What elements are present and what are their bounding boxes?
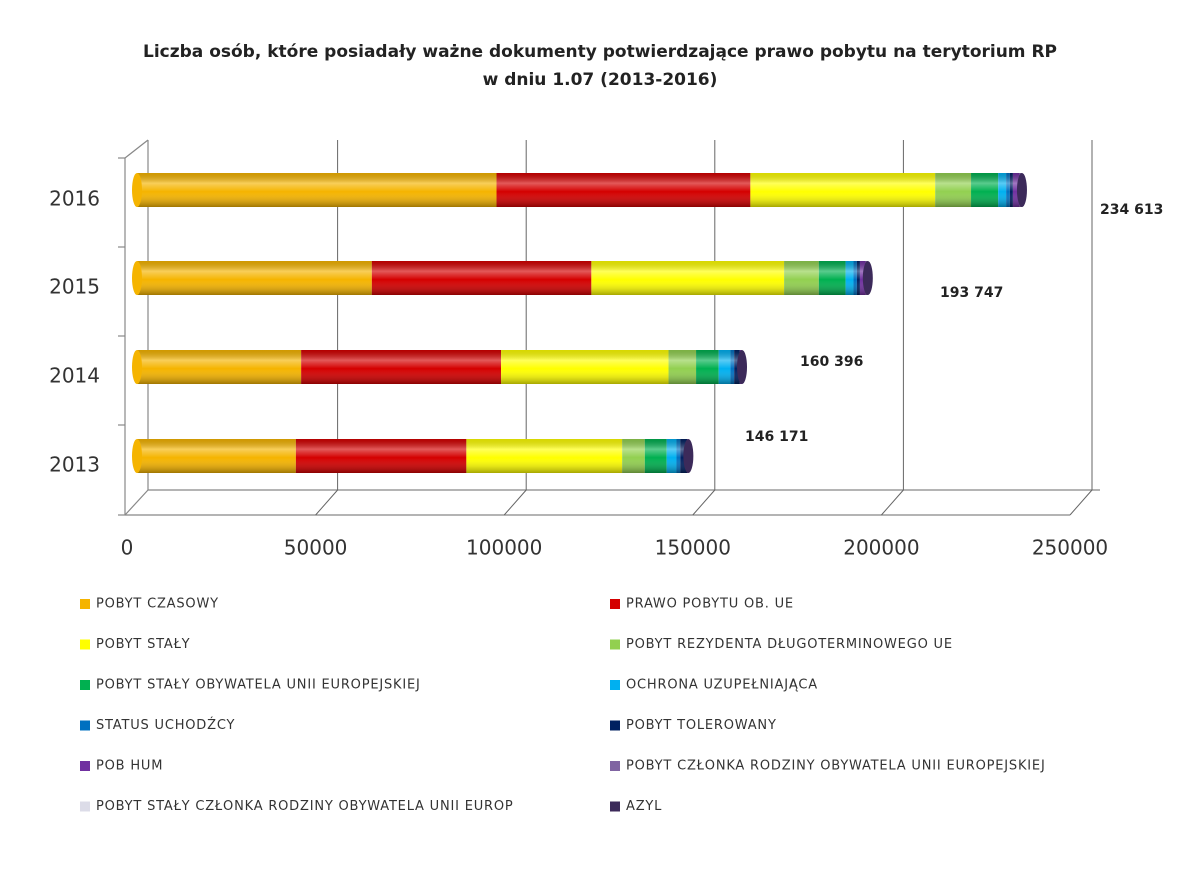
legend-swatch xyxy=(80,801,90,812)
bar-cap-end xyxy=(1016,173,1027,207)
y-tick-label: 2013 xyxy=(49,453,100,477)
legend-swatch xyxy=(610,599,620,609)
bar-shading xyxy=(137,261,868,295)
legend-label: STATUS UCHODŹCY xyxy=(96,717,235,733)
grid-line xyxy=(692,140,716,516)
x-tick-label: 200000 xyxy=(843,536,919,560)
chart-title: Liczba osób, które posiadały ważne dokum… xyxy=(143,42,1057,62)
total-label: 160 396 xyxy=(800,354,863,370)
x-tick-label: 50000 xyxy=(284,536,348,560)
bar-shading xyxy=(137,173,1022,207)
legend-swatch xyxy=(610,801,620,812)
bar-cap-start xyxy=(132,173,142,207)
legend-swatch xyxy=(610,680,620,690)
legend-swatch xyxy=(610,720,620,731)
legend-swatch xyxy=(610,639,620,650)
legend-swatch xyxy=(80,761,90,771)
legend-label: OCHRONA UZUPEŁNIAJĄCA xyxy=(626,678,818,693)
legend-swatch xyxy=(80,680,90,690)
total-label: 193 747 xyxy=(940,285,1003,301)
chart-subtitle: w dniu 1.07 (2013-2016) xyxy=(483,70,718,90)
x-tick-label: 100000 xyxy=(466,536,542,560)
legend-swatch xyxy=(610,761,620,771)
legend-label: PRAWO POBYTU OB. UE xyxy=(626,597,794,612)
legend-swatch xyxy=(80,639,90,650)
bar-cap-start xyxy=(132,261,142,295)
x-tick-label: 0 xyxy=(121,536,134,560)
y-tick-label: 2015 xyxy=(49,275,100,299)
bar-cap-end xyxy=(737,350,748,384)
grid-line xyxy=(503,140,527,516)
legend-swatch xyxy=(80,599,90,609)
bar-cap-end xyxy=(862,261,873,295)
y-tick-label: 2016 xyxy=(49,187,100,211)
legend-label: POBYT TOLEROWANY xyxy=(626,718,777,733)
legend-label: POBYT CZŁONKA RODZINY OBYWATELA UNII EUR… xyxy=(626,759,1046,774)
legend-label: POBYT CZASOWY xyxy=(96,597,219,612)
bar-shading xyxy=(137,350,743,384)
legend-label: POBYT STAŁY OBYWATELA UNII EUROPEJSKIEJ xyxy=(96,678,421,693)
bar-cap-start xyxy=(132,439,142,473)
legend-label: POBYT STAŁY xyxy=(96,637,190,652)
legend-label: POBYT STAŁY CZŁONKA RODZINY OBYWATELA UN… xyxy=(96,799,514,814)
bar-cap-start xyxy=(132,350,142,384)
grid-line xyxy=(1069,140,1093,516)
legend-label: POB HUM xyxy=(96,759,163,774)
total-label: 146 171 xyxy=(745,429,808,445)
x-tick-label: 150000 xyxy=(655,536,731,560)
bar-cap-end xyxy=(683,439,694,473)
grid-line xyxy=(881,140,904,516)
legend-label: AZYL xyxy=(626,799,662,814)
legend-swatch xyxy=(80,720,90,731)
total-label: 234 613 xyxy=(1100,202,1163,218)
grid-line xyxy=(315,140,339,516)
bar-shading xyxy=(137,439,689,473)
x-tick-label: 250000 xyxy=(1032,536,1108,560)
legend-label: POBYT REZYDENTA DŁUGOTERMINOWEGO UE xyxy=(626,637,953,652)
y-tick-label: 2014 xyxy=(49,364,100,388)
